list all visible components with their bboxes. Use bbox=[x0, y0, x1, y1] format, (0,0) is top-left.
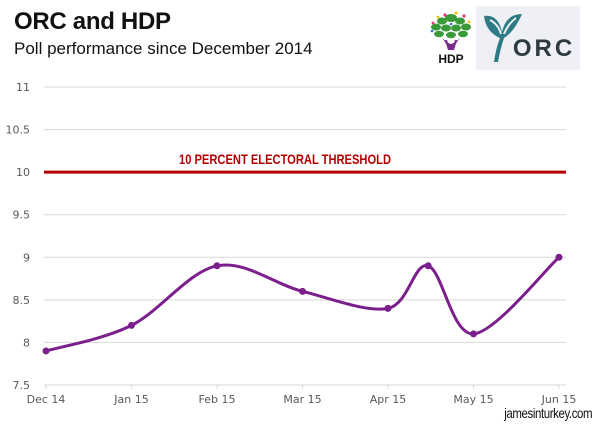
orc-leaf-icon: ORC bbox=[484, 14, 575, 62]
data-point bbox=[128, 321, 135, 329]
data-point bbox=[213, 262, 221, 270]
source-watermark: jamesinturkey.com bbox=[504, 405, 592, 421]
threshold-label: 10 PERCENT ELECTORAL THRESHOLD bbox=[179, 151, 391, 167]
x-tick-label: Feb 15 bbox=[199, 393, 236, 406]
y-tick-label: 8.5 bbox=[13, 294, 31, 307]
series-line bbox=[44, 255, 561, 353]
gridlines bbox=[44, 86, 566, 386]
data-point bbox=[299, 287, 306, 295]
hdp-tree-icon: HDP bbox=[430, 11, 471, 66]
chart-subtitle: Poll performance since December 2014 bbox=[14, 39, 313, 58]
x-tick-label: Jan 15 bbox=[113, 393, 148, 406]
x-tick-label: Dec 14 bbox=[27, 393, 66, 406]
data-point bbox=[424, 262, 432, 270]
hdp-logo: HDP bbox=[420, 6, 482, 68]
y-tick-label: 10.5 bbox=[6, 124, 31, 137]
hdp-logo-text: HDP bbox=[438, 52, 463, 66]
data-point bbox=[470, 330, 477, 338]
x-tick-label: May 15 bbox=[453, 393, 493, 406]
data-point bbox=[555, 253, 563, 261]
y-tick-label: 9 bbox=[23, 251, 30, 264]
data-point bbox=[384, 304, 392, 312]
x-tick-label: Apr 15 bbox=[370, 393, 407, 406]
orc-logo: ORC bbox=[476, 6, 580, 70]
y-tick-label: 7.5 bbox=[13, 379, 31, 392]
series-layer bbox=[42, 253, 563, 355]
threshold-reference: 10 PERCENT ELECTORAL THRESHOLD bbox=[44, 151, 566, 174]
data-point bbox=[42, 347, 50, 355]
y-tick-label: 9.5 bbox=[13, 209, 31, 222]
y-tick-label: 11 bbox=[16, 81, 30, 94]
chart-title: ORC and HDP bbox=[14, 8, 171, 35]
y-axis: 7.5 8 8.5 9 9.5 10 10.5 11 bbox=[6, 81, 31, 392]
y-tick-label: 8 bbox=[23, 336, 30, 349]
x-axis: Dec 14 Jan 15 Feb 15 Mar 15 Apr 15 May 15 Jun … bbox=[27, 385, 577, 406]
y-tick-label: 10 bbox=[16, 166, 30, 179]
x-tick-label: Jun 15 bbox=[541, 393, 577, 406]
orc-logo-text: ORC bbox=[513, 35, 575, 62]
x-tick-label: Mar 15 bbox=[283, 393, 321, 406]
